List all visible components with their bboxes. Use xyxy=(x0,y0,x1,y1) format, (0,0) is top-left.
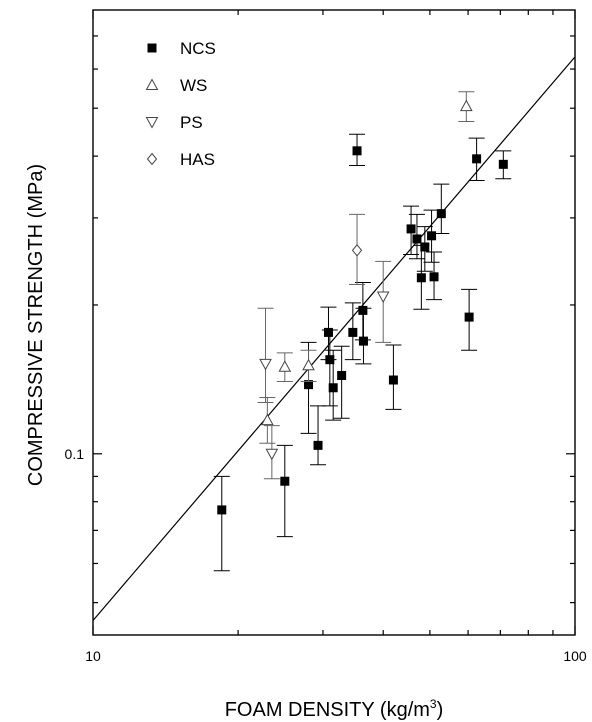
marker-ncs xyxy=(498,159,508,169)
data-point-ncs xyxy=(426,251,443,301)
marker-ncs xyxy=(325,355,335,365)
marker-ncs xyxy=(464,312,474,322)
data-point-ncs xyxy=(468,137,485,182)
marker-ncs xyxy=(406,224,416,234)
data-point-ncs xyxy=(213,475,230,572)
marker-ps xyxy=(259,358,272,371)
x-tick-label-10: 10 xyxy=(85,648,101,664)
data-point-ps xyxy=(375,260,392,343)
marker-ws xyxy=(278,360,292,372)
legend-marker-ws xyxy=(145,78,159,90)
marker-ncs xyxy=(304,380,314,390)
marker-ncs xyxy=(328,383,338,393)
marker-ncs xyxy=(352,146,362,156)
data-point-ws xyxy=(276,352,293,383)
marker-ncs xyxy=(323,327,333,337)
legend: NCS WS PS HAS xyxy=(145,39,216,169)
legend-marker-has xyxy=(146,152,158,166)
x-axis-label: FOAM DENSITY (kg/m3) xyxy=(225,697,444,721)
marker-ps xyxy=(265,448,279,461)
marker-ps xyxy=(376,291,390,304)
marker-ncs xyxy=(427,231,437,241)
marker-ncs xyxy=(358,336,368,346)
marker-ncs xyxy=(217,505,227,515)
data-point-ps xyxy=(257,307,274,403)
marker-ncs xyxy=(420,242,430,252)
data-point-ws xyxy=(300,349,317,383)
marker-ncs xyxy=(313,440,323,450)
legend-label-ncs: NCS xyxy=(180,39,216,58)
marker-ncs xyxy=(412,234,422,244)
data-point-ncs xyxy=(461,288,478,351)
data-point-ncs xyxy=(355,307,372,365)
marker-has xyxy=(351,243,363,257)
marker-ncs xyxy=(358,305,368,315)
data-point-ncs xyxy=(344,302,361,361)
x-tick-label-100: 100 xyxy=(563,648,587,664)
data-point-has xyxy=(349,213,366,285)
y-tick-label-0-1: 0.1 xyxy=(65,446,85,462)
data-point-ws xyxy=(259,396,276,444)
data-point-ncs xyxy=(416,226,433,272)
marker-ncs xyxy=(436,209,446,219)
data-point-ncs xyxy=(325,349,342,421)
data-point-ps xyxy=(263,425,280,480)
data-point-ncs xyxy=(495,150,512,180)
data-point-ncs xyxy=(321,329,338,407)
marker-ncs xyxy=(337,370,347,380)
legend-label-has: HAS xyxy=(180,150,215,169)
marker-ncs xyxy=(388,375,398,385)
marker-ncs xyxy=(416,273,426,283)
marker-ws xyxy=(302,358,315,371)
data-point-ncs xyxy=(276,444,293,538)
marker-ws xyxy=(459,99,473,112)
legend-label-ws: WS xyxy=(180,76,207,95)
marker-ncs xyxy=(429,272,439,282)
legend-marker-ps xyxy=(145,117,159,129)
data-point-ncs xyxy=(310,405,327,466)
legend-marker-ncs xyxy=(147,43,157,53)
fit-line xyxy=(92,56,576,621)
data-point-ncs xyxy=(433,183,450,234)
data-point-ncs xyxy=(333,345,350,419)
data-point-ncs xyxy=(408,213,425,260)
marker-ncs xyxy=(348,327,358,337)
data-point-ncs xyxy=(349,133,366,166)
marker-ncs xyxy=(472,154,482,164)
legend-label-ps: PS xyxy=(180,113,203,132)
data-point-ncs xyxy=(385,344,402,410)
data-point-ws xyxy=(458,91,475,123)
marker-ncs xyxy=(280,476,290,486)
plot-frame xyxy=(92,9,576,636)
y-axis-label: COMPRESSIVE STRENGTH (MPa) xyxy=(25,164,47,486)
marker-ws xyxy=(261,413,274,426)
